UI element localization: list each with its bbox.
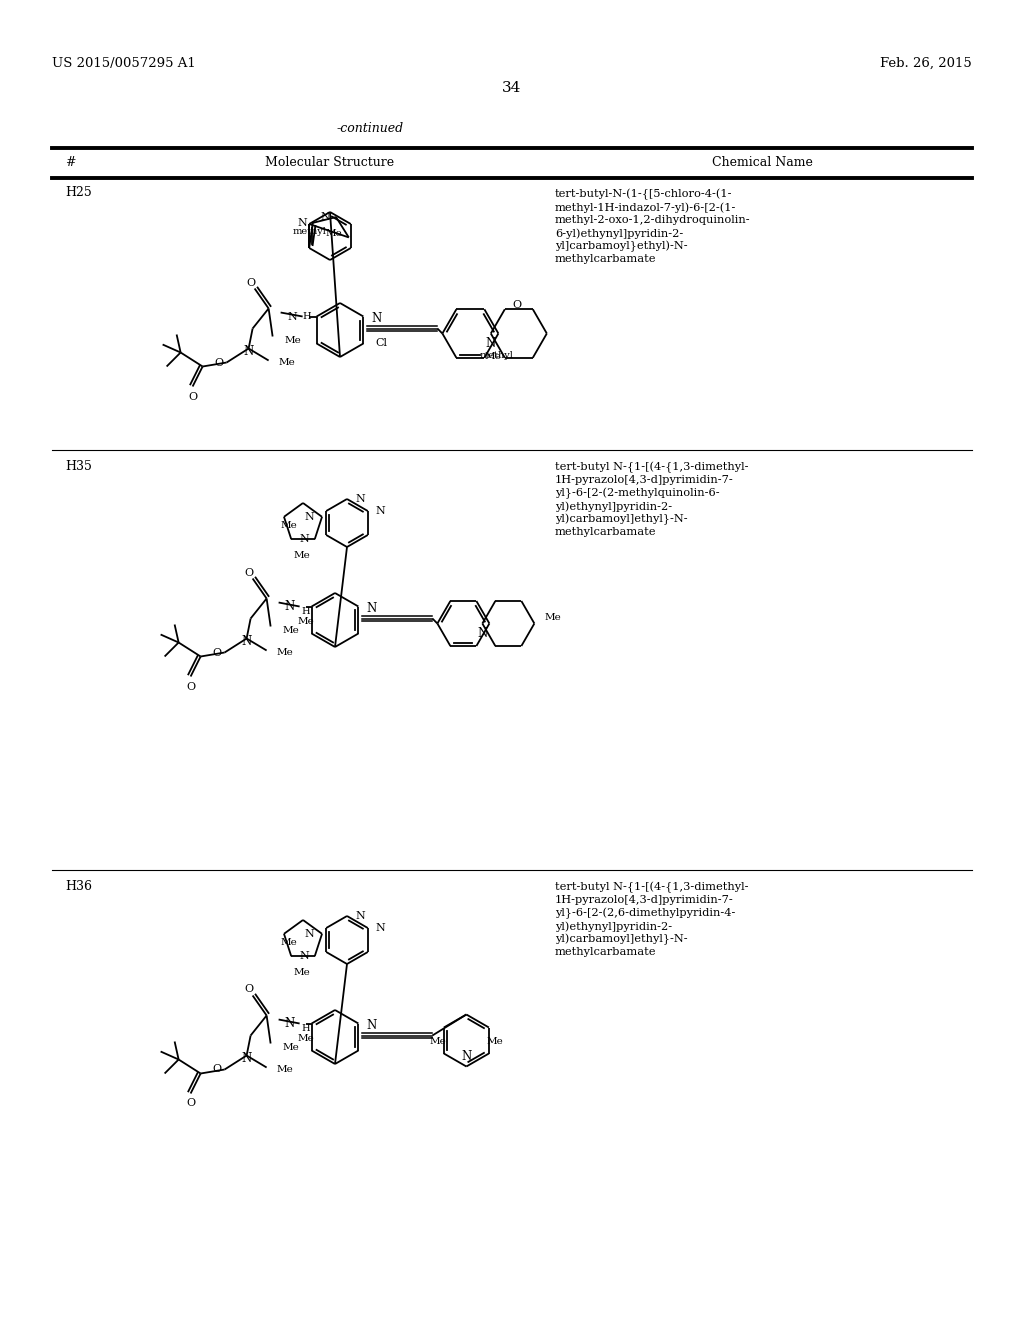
Text: US 2015/0057295 A1: US 2015/0057295 A1 [52,57,196,70]
Text: methyl-1H-indazol-7-yl)-6-[2-(1-: methyl-1H-indazol-7-yl)-6-[2-(1- [555,202,736,213]
Text: tert-butyl N-{1-[(4-{1,3-dimethyl-: tert-butyl N-{1-[(4-{1,3-dimethyl- [555,882,749,894]
Text: 1H-pyrazolo[4,3-d]pyrimidin-7-: 1H-pyrazolo[4,3-d]pyrimidin-7- [555,895,734,906]
Text: O: O [212,1064,221,1074]
Text: yl]carbamoyl}ethyl)-N-: yl]carbamoyl}ethyl)-N- [555,242,688,252]
Text: N: N [285,1016,295,1030]
Text: methyl-2-oxo-1,2-dihydroquinolin-: methyl-2-oxo-1,2-dihydroquinolin- [555,215,751,224]
Text: yl)ethynyl]pyridin-2-: yl)ethynyl]pyridin-2- [555,921,672,932]
Text: Me: Me [294,968,310,977]
Text: Me: Me [326,228,342,238]
Text: Feb. 26, 2015: Feb. 26, 2015 [881,57,972,70]
Text: N: N [477,627,487,640]
Text: N: N [355,494,365,504]
Text: N: N [304,512,314,521]
Text: Cl: Cl [376,338,387,348]
Text: N: N [244,345,254,358]
Text: Me: Me [545,612,561,622]
Text: yl)carbamoyl]ethyl}-N-: yl)carbamoyl]ethyl}-N- [555,935,688,945]
Text: N: N [367,1019,377,1032]
Text: Me: Me [486,1038,503,1045]
Text: H36: H36 [65,879,92,892]
Text: H: H [302,1024,310,1034]
Text: methylcarbamate: methylcarbamate [555,253,656,264]
Text: H: H [303,312,311,321]
Text: N: N [321,213,330,222]
Text: Me: Me [283,626,299,635]
Text: Me: Me [429,1038,446,1045]
Text: methylcarbamate: methylcarbamate [555,527,656,537]
Text: methylcarbamate: methylcarbamate [555,946,656,957]
Text: Me: Me [276,648,293,657]
Text: H: H [302,607,310,616]
Text: Me: Me [294,550,310,560]
Text: N: N [299,952,309,961]
Text: N: N [242,635,252,648]
Text: O: O [186,681,196,692]
Text: H35: H35 [65,459,92,473]
Text: O: O [244,985,253,994]
Text: N: N [372,312,382,325]
Text: Me: Me [276,1065,293,1074]
Text: -continued: -continued [337,121,403,135]
Text: N: N [288,312,298,322]
Text: H25: H25 [65,186,92,199]
Text: O: O [246,277,255,288]
Text: N: N [285,601,295,612]
Text: Me: Me [285,337,301,345]
Text: 6-yl)ethynyl]pyridin-2-: 6-yl)ethynyl]pyridin-2- [555,228,683,239]
Text: Me: Me [279,358,295,367]
Text: Chemical Name: Chemical Name [712,157,812,169]
Text: 1H-pyrazolo[4,3-d]pyrimidin-7-: 1H-pyrazolo[4,3-d]pyrimidin-7- [555,475,734,484]
Text: yl}-6-[2-(2,6-dimethylpyridin-4-: yl}-6-[2-(2,6-dimethylpyridin-4- [555,908,735,919]
Text: Molecular Structure: Molecular Structure [265,157,394,169]
Text: O: O [212,648,221,657]
Text: yl}-6-[2-(2-methylquinolin-6-: yl}-6-[2-(2-methylquinolin-6- [555,488,720,499]
Text: Me: Me [281,520,298,529]
Text: Me: Me [297,1034,314,1043]
Text: tert-butyl N-{1-[(4-{1,3-dimethyl-: tert-butyl N-{1-[(4-{1,3-dimethyl- [555,462,749,474]
Text: N: N [304,929,314,939]
Text: N: N [367,602,377,615]
Text: #: # [65,157,76,169]
Text: N: N [485,337,496,350]
Text: O: O [214,358,223,367]
Text: O: O [186,1098,196,1109]
Text: Me: Me [281,937,298,946]
Text: N: N [242,1052,252,1065]
Text: O: O [188,392,198,401]
Text: N: N [376,506,385,516]
Text: Me: Me [484,352,501,360]
Text: Me: Me [283,1043,299,1052]
Text: methyl: methyl [480,351,514,360]
Text: tert-butyl-N-(1-{[5-chloro-4-(1-: tert-butyl-N-(1-{[5-chloro-4-(1- [555,189,732,201]
Text: N: N [299,535,309,544]
Text: Me: Me [297,616,314,626]
Text: N: N [355,911,365,921]
Text: N: N [376,923,385,933]
Text: methyl: methyl [292,227,326,235]
Text: 34: 34 [503,81,521,95]
Text: O: O [244,568,253,578]
Text: yl)carbamoyl]ethyl}-N-: yl)carbamoyl]ethyl}-N- [555,513,688,525]
Text: N: N [461,1049,471,1063]
Text: N: N [297,218,307,228]
Text: yl)ethynyl]pyridin-2-: yl)ethynyl]pyridin-2- [555,502,672,512]
Text: O: O [512,300,521,310]
